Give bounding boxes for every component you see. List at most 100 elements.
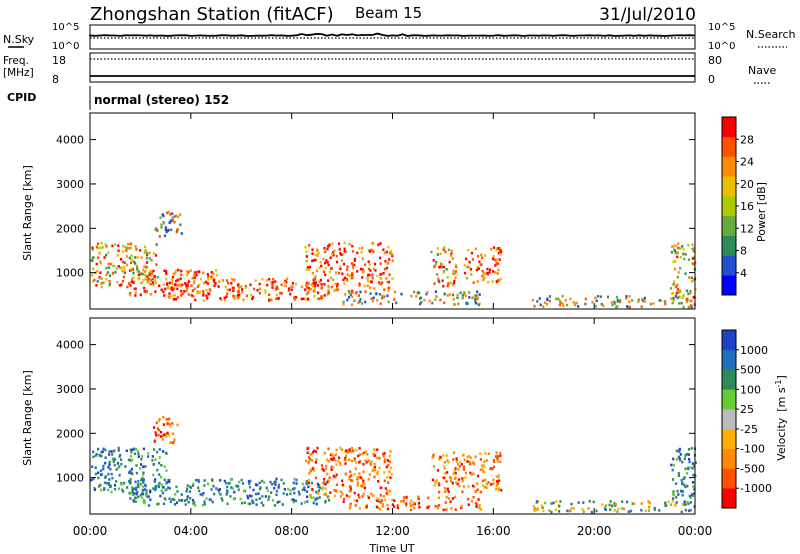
range-cell (445, 508, 448, 511)
range-cell (497, 488, 500, 492)
range-cell (454, 495, 457, 499)
range-cell (206, 482, 209, 486)
range-cell (325, 259, 328, 262)
colorbar-swatch (722, 428, 736, 449)
range-cell (309, 265, 312, 269)
range-cell (372, 452, 375, 456)
range-cell (133, 487, 136, 490)
range-cell (438, 457, 441, 461)
range-cell (322, 257, 325, 261)
range-cell (477, 498, 480, 501)
range-cell (470, 499, 474, 503)
range-cell (227, 281, 230, 285)
range-cell (546, 298, 549, 301)
range-cell (640, 508, 643, 512)
range-cell (682, 247, 685, 251)
range-cell (163, 294, 166, 297)
range-cell (438, 280, 441, 284)
range-cell (115, 480, 118, 483)
range-cell (140, 281, 143, 285)
range-cell (183, 499, 186, 502)
range-cell (361, 257, 364, 261)
range-cell (189, 485, 192, 489)
range-cell (490, 247, 493, 251)
range-cell (466, 302, 469, 306)
range-cell (327, 284, 330, 288)
velocity-ylabel: Slant Range [km] (21, 370, 34, 466)
range-cell (349, 487, 352, 490)
range-cell (468, 460, 471, 464)
range-cell (357, 301, 360, 305)
range-cell (176, 287, 179, 291)
range-cell (156, 229, 159, 232)
range-cell (113, 264, 116, 268)
range-cell (686, 452, 689, 456)
range-cell (692, 473, 695, 477)
range-cell (391, 254, 394, 258)
range-cell (391, 498, 394, 502)
range-cell (165, 277, 168, 281)
range-cell (171, 216, 174, 219)
range-cell (357, 454, 360, 458)
range-cell (676, 255, 679, 259)
range-cell (675, 449, 678, 453)
range-cell (384, 487, 387, 490)
range-cell (381, 503, 385, 506)
range-cell (378, 282, 381, 286)
range-cell (309, 496, 312, 499)
range-cell (434, 263, 437, 267)
range-cell (237, 283, 240, 286)
range-cell (90, 478, 93, 482)
range-cell (350, 446, 353, 450)
range-cell (203, 484, 206, 487)
range-cell (367, 460, 370, 463)
range-cell (169, 500, 172, 503)
range-cell (161, 213, 164, 216)
range-cell (574, 302, 577, 306)
range-cell (103, 487, 106, 490)
range-cell (175, 230, 178, 234)
range-cell (155, 421, 158, 425)
nsky-tick-top: 10^5 (52, 22, 79, 33)
range-cell (345, 473, 348, 476)
colorbar-tick-label: 8 (740, 245, 747, 258)
range-cell (466, 455, 469, 459)
range-cell (219, 493, 222, 496)
range-cell (452, 298, 455, 301)
range-cell (117, 449, 120, 452)
range-cell (273, 504, 276, 507)
range-cell (135, 464, 138, 467)
range-cell (168, 296, 171, 299)
range-cell (447, 282, 450, 285)
range-cell (163, 433, 166, 436)
range-cell (681, 296, 684, 300)
range-cell (476, 254, 480, 258)
range-cell (691, 481, 695, 484)
range-cell (628, 305, 631, 309)
range-cell (367, 273, 370, 277)
range-cell (600, 302, 603, 306)
range-cell (235, 484, 238, 488)
range-cell (497, 456, 500, 459)
range-cell (120, 462, 123, 466)
range-cell (373, 448, 376, 451)
range-cell (673, 493, 676, 497)
range-cell (540, 504, 543, 508)
range-cell (106, 482, 109, 485)
range-cell (689, 290, 692, 293)
range-cell (289, 492, 292, 496)
range-cell (167, 479, 170, 482)
range-cell (271, 286, 274, 289)
range-cell (371, 273, 374, 277)
range-cell (481, 274, 484, 278)
range-cell (640, 502, 643, 505)
range-cell (379, 256, 382, 260)
range-cell (368, 473, 371, 476)
range-cell (225, 481, 228, 485)
range-cell (171, 432, 175, 436)
range-cell (353, 263, 356, 267)
range-cell (339, 265, 342, 268)
range-cell (186, 282, 189, 285)
range-cell (154, 431, 157, 434)
range-cell (320, 287, 323, 290)
